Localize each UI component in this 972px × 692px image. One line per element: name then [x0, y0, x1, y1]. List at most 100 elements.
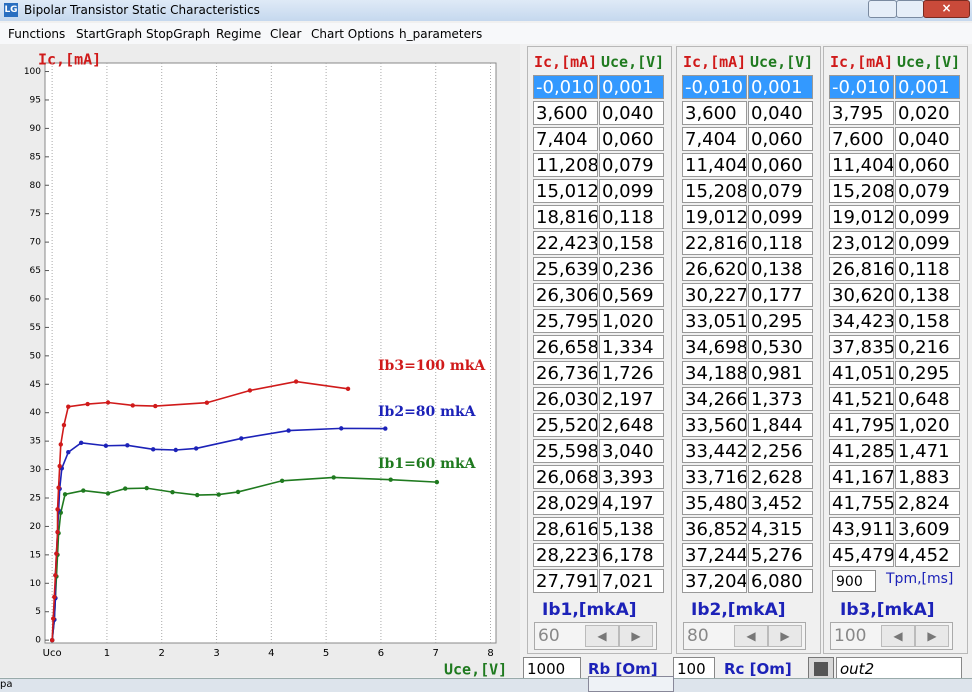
menu-item[interactable]: h_parameters: [399, 27, 483, 41]
table-cell[interactable]: 45,479: [829, 543, 894, 567]
table-cell[interactable]: 41,051: [829, 361, 894, 385]
table-cell[interactable]: 1,471: [895, 439, 960, 463]
table-cell[interactable]: 7,600: [829, 127, 894, 151]
table-cell[interactable]: 25,639: [533, 257, 598, 281]
table-cell[interactable]: -0,010: [533, 75, 598, 99]
table-cell[interactable]: 0,079: [748, 179, 813, 203]
table-cell[interactable]: 22,423: [533, 231, 598, 255]
table-cell[interactable]: 1,334: [599, 335, 664, 359]
table-cell[interactable]: 0,099: [895, 231, 960, 255]
table-cell[interactable]: 0,040: [895, 127, 960, 151]
table-cell[interactable]: 34,698: [682, 335, 747, 359]
table-cell[interactable]: 0,060: [895, 153, 960, 177]
table-cell[interactable]: 28,223: [533, 543, 598, 567]
table-cell[interactable]: 0,981: [748, 361, 813, 385]
table-cell[interactable]: 1,020: [895, 413, 960, 437]
table-cell[interactable]: 0,530: [748, 335, 813, 359]
menu-item[interactable]: Clear: [270, 27, 302, 41]
table-cell[interactable]: 0,040: [748, 101, 813, 125]
maximize-button[interactable]: [896, 0, 924, 18]
table-cell[interactable]: 25,598: [533, 439, 598, 463]
table-cell[interactable]: 27,791: [533, 569, 598, 593]
table-cell[interactable]: 28,029: [533, 491, 598, 515]
spin-right[interactable]: ▶: [915, 625, 949, 647]
menu-item[interactable]: StopGraph: [146, 27, 211, 41]
table-cell[interactable]: 2,648: [599, 413, 664, 437]
table-cell[interactable]: 26,658: [533, 335, 598, 359]
table-cell[interactable]: 26,306: [533, 283, 598, 307]
table-cell[interactable]: 0,118: [895, 257, 960, 281]
table-cell[interactable]: 2,628: [748, 465, 813, 489]
table-cell[interactable]: 11,208: [533, 153, 598, 177]
table-cell[interactable]: 30,620: [829, 283, 894, 307]
table-cell[interactable]: 30,227: [682, 283, 747, 307]
table-cell[interactable]: 3,393: [599, 465, 664, 489]
menu-item[interactable]: Regime: [216, 27, 262, 41]
table-cell[interactable]: 0,099: [599, 179, 664, 203]
table-cell[interactable]: 25,795: [533, 309, 598, 333]
table-cell[interactable]: 4,197: [599, 491, 664, 515]
table-cell[interactable]: 28,616: [533, 517, 598, 541]
table-cell[interactable]: 34,266: [682, 387, 747, 411]
table-cell[interactable]: 0,020: [895, 101, 960, 125]
timer-input[interactable]: 900: [832, 570, 876, 592]
table-cell[interactable]: 1,726: [599, 361, 664, 385]
table-cell[interactable]: 0,079: [895, 179, 960, 203]
table-cell[interactable]: 3,609: [895, 517, 960, 541]
table-cell[interactable]: 23,012: [829, 231, 894, 255]
table-cell[interactable]: 0,060: [599, 127, 664, 151]
table-cell[interactable]: 41,795: [829, 413, 894, 437]
table-cell[interactable]: 22,816: [682, 231, 747, 255]
table-cell[interactable]: 36,852: [682, 517, 747, 541]
table-cell[interactable]: 25,520: [533, 413, 598, 437]
table-cell[interactable]: 7,404: [682, 127, 747, 151]
table-cell[interactable]: 6,080: [748, 569, 813, 593]
table-cell[interactable]: 0,177: [748, 283, 813, 307]
table-cell[interactable]: 34,188: [682, 361, 747, 385]
table-cell[interactable]: 0,138: [748, 257, 813, 281]
table-cell[interactable]: 33,716: [682, 465, 747, 489]
table-cell[interactable]: 0,648: [895, 387, 960, 411]
table-cell[interactable]: 34,423: [829, 309, 894, 333]
table-cell[interactable]: 0,040: [599, 101, 664, 125]
table-cell[interactable]: 0,216: [895, 335, 960, 359]
table-cell[interactable]: 18,816: [533, 205, 598, 229]
table-cell[interactable]: 0,060: [748, 153, 813, 177]
table-cell[interactable]: 0,295: [895, 361, 960, 385]
table-cell[interactable]: 33,442: [682, 439, 747, 463]
table-cell[interactable]: 1,844: [748, 413, 813, 437]
spin-box[interactable]: 80 ◀ ▶: [683, 622, 806, 650]
table-cell[interactable]: 37,835: [829, 335, 894, 359]
table-cell[interactable]: 0,001: [895, 75, 960, 99]
table-cell[interactable]: 15,012: [533, 179, 598, 203]
table-cell[interactable]: 26,736: [533, 361, 598, 385]
table-cell[interactable]: 0,079: [599, 153, 664, 177]
table-cell[interactable]: 0,158: [895, 309, 960, 333]
table-cell[interactable]: 0,060: [748, 127, 813, 151]
table-cell[interactable]: -0,010: [829, 75, 894, 99]
table-cell[interactable]: 19,012: [682, 205, 747, 229]
taskbar-window-buttons[interactable]: [588, 676, 674, 692]
table-cell[interactable]: 0,099: [895, 205, 960, 229]
spin-left[interactable]: ◀: [734, 625, 768, 647]
spin-box[interactable]: 100 ◀ ▶: [830, 622, 953, 650]
table-cell[interactable]: 11,404: [682, 153, 747, 177]
table-cell[interactable]: 0,295: [748, 309, 813, 333]
table-cell[interactable]: 0,236: [599, 257, 664, 281]
table-cell[interactable]: 5,276: [748, 543, 813, 567]
close-button[interactable]: ×: [923, 0, 970, 18]
table-cell[interactable]: 5,138: [599, 517, 664, 541]
table-cell[interactable]: 4,452: [895, 543, 960, 567]
table-cell[interactable]: 2,197: [599, 387, 664, 411]
table-cell[interactable]: 33,051: [682, 309, 747, 333]
spin-left[interactable]: ◀: [585, 625, 619, 647]
table-cell[interactable]: 26,620: [682, 257, 747, 281]
table-cell[interactable]: 41,521: [829, 387, 894, 411]
table-cell[interactable]: 26,816: [829, 257, 894, 281]
minimize-button[interactable]: [868, 0, 897, 18]
menu-item[interactable]: Chart Options: [311, 27, 395, 41]
table-cell[interactable]: 11,404: [829, 153, 894, 177]
rb-input[interactable]: 1000: [523, 657, 581, 679]
table-cell[interactable]: 2,824: [895, 491, 960, 515]
table-cell[interactable]: 15,208: [829, 179, 894, 203]
